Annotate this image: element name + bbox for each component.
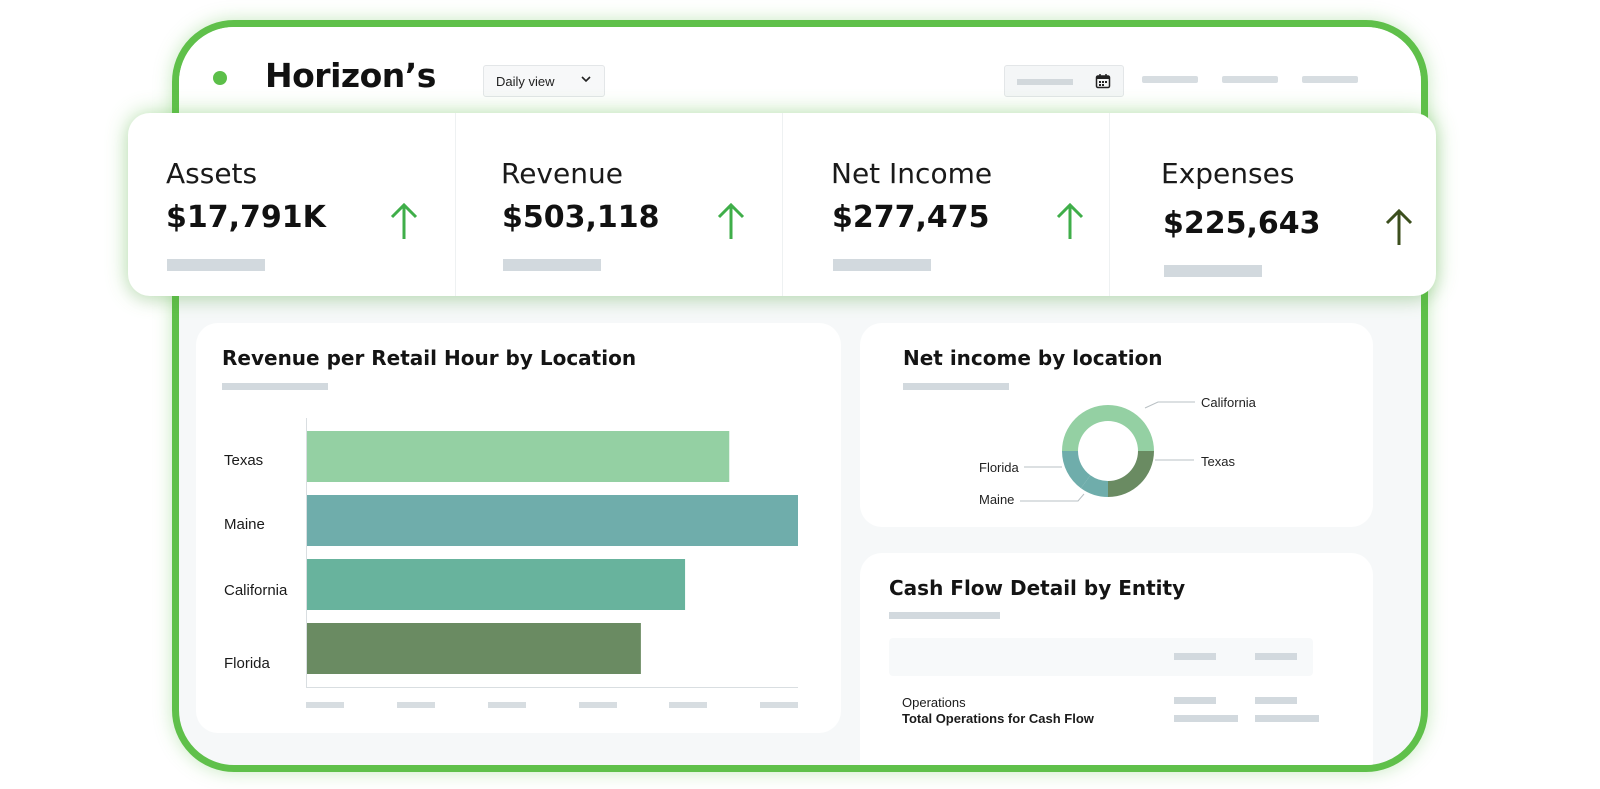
x-tick-placeholder: [488, 702, 526, 708]
cell-placeholder: [1255, 715, 1319, 722]
kpi-card-revenue[interactable]: Revenue $503,118: [455, 113, 782, 296]
kpi-label: Revenue: [501, 157, 623, 190]
kpi-label: Net Income: [831, 157, 993, 190]
title-underline: [222, 383, 328, 390]
cash-flow-total-label: Total Operations for Cash Flow: [902, 711, 1094, 726]
status-dot: [213, 71, 227, 85]
column-header-placeholder: [1255, 653, 1297, 660]
kpi-placeholder: [1164, 265, 1262, 277]
cell-placeholder: [1174, 697, 1216, 704]
x-tick-placeholder: [669, 702, 707, 708]
kpi-label: Assets: [166, 157, 258, 190]
x-tick-placeholder: [306, 702, 344, 708]
cash-flow-table-header: [889, 638, 1313, 676]
nav-item-3[interactable]: [1302, 76, 1358, 83]
nav-item-2[interactable]: [1222, 76, 1278, 83]
cash-flow-row-label: Operations: [902, 695, 966, 710]
cash-flow-panel-title: Cash Flow Detail by Entity: [889, 576, 1186, 600]
category-label-texas: Texas: [224, 452, 264, 469]
date-placeholder: [1017, 79, 1073, 85]
cell-placeholder: [1255, 697, 1297, 704]
kpi-band: Assets $17,791K Revenue $503,118 Net Inc…: [128, 113, 1436, 296]
leader-line-california: [1144, 401, 1195, 409]
category-label-florida: Florida: [224, 655, 270, 672]
arrow-up-icon: [390, 202, 418, 239]
bar-california: [307, 559, 686, 610]
kpi-label: Expenses: [1161, 157, 1295, 190]
bar-maine: [307, 495, 798, 546]
kpi-placeholder: [503, 259, 601, 271]
category-label-california: California: [224, 582, 288, 599]
donut-slice-florida: [1062, 451, 1091, 489]
donut-label-texas: Texas: [1201, 454, 1235, 469]
donut-slice-texas: [1108, 451, 1154, 497]
donut-label-california: California: [1201, 395, 1256, 410]
leader-line-maine: [1020, 493, 1085, 502]
net-income-panel-title: Net income by location: [903, 346, 1163, 370]
revenue-panel-title: Revenue per Retail Hour by Location: [222, 346, 637, 370]
kpi-value: $17,791K: [166, 200, 326, 235]
donut-slice-california: [1062, 405, 1154, 451]
kpi-value: $503,118: [502, 200, 660, 235]
calendar-icon[interactable]: [1095, 73, 1111, 94]
arrow-up-icon: [1385, 208, 1413, 245]
top-bar: Horizon’s Daily view: [179, 27, 1421, 119]
view-select[interactable]: Daily view: [483, 65, 605, 97]
kpi-card-net-income[interactable]: Net Income $277,475: [782, 113, 1109, 296]
column-header-placeholder: [1174, 653, 1216, 660]
bar-florida: [307, 623, 641, 674]
arrow-up-icon: [1056, 202, 1084, 239]
title-underline: [903, 383, 1009, 390]
chevron-down-icon: [580, 73, 592, 88]
kpi-value: $225,643: [1163, 206, 1321, 241]
revenue-bar-chart: [306, 418, 798, 688]
brand-title: Horizon’s: [265, 56, 436, 95]
arrow-up-icon: [717, 202, 745, 239]
cell-placeholder: [1174, 715, 1238, 722]
kpi-value: $277,475: [832, 200, 990, 235]
x-tick-placeholder: [579, 702, 617, 708]
donut-slice-maine: [1080, 475, 1108, 497]
net-income-donut: [1020, 401, 1195, 502]
donut-label-florida: Florida: [979, 460, 1019, 475]
x-tick-placeholder: [760, 702, 798, 708]
kpi-card-expenses[interactable]: Expenses $225,643: [1109, 113, 1436, 296]
title-underline: [889, 612, 1000, 619]
kpi-placeholder: [833, 259, 931, 271]
view-select-value: Daily view: [496, 73, 555, 89]
date-picker[interactable]: [1004, 65, 1124, 97]
donut-label-maine: Maine: [979, 492, 1015, 507]
kpi-card-assets[interactable]: Assets $17,791K: [128, 113, 455, 296]
bar-texas: [307, 431, 730, 482]
nav-item-1[interactable]: [1142, 76, 1198, 83]
category-label-maine: Maine: [224, 516, 265, 533]
kpi-placeholder: [167, 259, 265, 271]
x-tick-placeholder: [397, 702, 435, 708]
